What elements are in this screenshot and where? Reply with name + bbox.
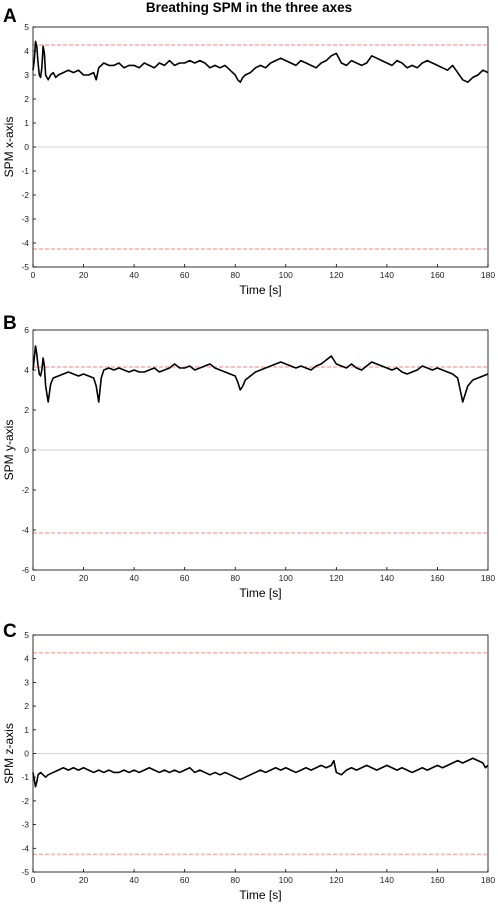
x-tick-label: 20 [79, 875, 89, 885]
x-axis-label: Time [s] [239, 586, 281, 600]
y-tick-label: 4 [24, 365, 29, 375]
y-tick-label: 2 [24, 701, 29, 711]
x-tick-label: 120 [329, 573, 343, 583]
y-ticks: 5 4 3 2 1 0 -1 -2 -3 -4 -5 [21, 630, 36, 877]
x-tick-label: 140 [380, 270, 394, 280]
x-tick-label: 160 [430, 875, 444, 885]
panel-a: A 5 4 3 2 1 0 -1 -2 -3 -4 -5 0 20 40 60 80 100 120 140 160… [2, 6, 495, 297]
x-tick-label: 0 [31, 875, 36, 885]
x-tick-label: 60 [180, 270, 190, 280]
y-tick-label: 1 [24, 118, 29, 128]
x-tick-label: 160 [430, 270, 444, 280]
y-tick-label: 5 [24, 22, 29, 32]
y-tick-label: -6 [21, 565, 29, 575]
y-tick-label: 6 [24, 325, 29, 335]
panel-letter: B [3, 313, 17, 334]
x-tick-label: 140 [380, 573, 394, 583]
series-group [32, 40, 489, 83]
x-tick-label: 120 [329, 875, 343, 885]
y-tick-label: -5 [21, 262, 29, 272]
x-tick-label: 100 [279, 573, 293, 583]
x-tick-label: 180 [481, 270, 495, 280]
x-tick-label: 40 [129, 270, 139, 280]
y-tick-label: -2 [21, 796, 29, 806]
y-tick-label: -4 [21, 525, 29, 535]
y-tick-label: -4 [21, 238, 29, 248]
x-ticks: 0 20 40 60 80 100 120 140 160 180 [31, 567, 495, 583]
threshold-lines [33, 44, 488, 250]
y-tick-label: 2 [24, 94, 29, 104]
x-tick-label: 160 [430, 573, 444, 583]
x-tick-label: 40 [129, 875, 139, 885]
y-tick-label: -3 [21, 214, 29, 224]
x-tick-label: 0 [31, 573, 36, 583]
y-tick-label: 0 [24, 142, 29, 152]
x-tick-label: 40 [129, 573, 139, 583]
x-axis-label: Time [s] [239, 888, 281, 902]
y-tick-label: -3 [21, 820, 29, 830]
y-ticks: 6 4 2 0 -2 -4 -6 [21, 325, 36, 575]
series-line [32, 40, 489, 83]
panel-c: C 5 4 3 2 1 0 -1 -2 -3 -4 -5 0 20 40 60 80 100 120 140 160… [2, 621, 495, 902]
series-group [32, 345, 489, 403]
y-tick-label: -5 [21, 867, 29, 877]
x-tick-label: 140 [380, 875, 394, 885]
y-axis-label: SPM x-axis [2, 117, 16, 178]
x-tick-label: 80 [230, 573, 240, 583]
x-axis-label: Time [s] [239, 283, 281, 297]
y-tick-label: 3 [24, 677, 29, 687]
y-axis-label: SPM z-axis [2, 723, 16, 784]
y-tick-label: 5 [24, 630, 29, 640]
x-tick-label: 20 [79, 573, 89, 583]
y-tick-label: -2 [21, 190, 29, 200]
y-tick-label: 0 [24, 749, 29, 759]
x-tick-label: 120 [329, 270, 343, 280]
y-tick-label: 1 [24, 725, 29, 735]
y-tick-label: -2 [21, 485, 29, 495]
series-line [32, 757, 489, 788]
y-tick-label: 3 [24, 70, 29, 80]
x-tick-label: 100 [279, 270, 293, 280]
y-tick-label: 4 [24, 46, 29, 56]
y-tick-label: 4 [24, 654, 29, 664]
y-tick-label: -4 [21, 843, 29, 853]
x-tick-label: 20 [79, 270, 89, 280]
x-ticks: 0 20 40 60 80 100 120 140 160 180 [31, 264, 495, 280]
figure-title: Breathing SPM in the three axes [146, 0, 352, 15]
x-tick-label: 60 [180, 573, 190, 583]
x-tick-label: 80 [230, 875, 240, 885]
y-axis-label: SPM y-axis [2, 420, 16, 481]
threshold-lines [33, 652, 488, 855]
x-tick-label: 100 [279, 875, 293, 885]
x-tick-label: 60 [180, 875, 190, 885]
threshold-lines [33, 366, 488, 534]
panel-letter: C [3, 621, 17, 642]
y-tick-label: 2 [24, 405, 29, 415]
x-tick-label: 180 [481, 875, 495, 885]
y-tick-label: 0 [24, 445, 29, 455]
y-ticks: 5 4 3 2 1 0 -1 -2 -3 -4 -5 [21, 22, 36, 272]
x-tick-label: 80 [230, 270, 240, 280]
series-group [32, 757, 489, 788]
series-line [32, 345, 489, 403]
panel-letter: A [3, 6, 17, 27]
y-tick-label: -1 [21, 772, 29, 782]
y-tick-label: -1 [21, 166, 29, 176]
x-ticks: 0 20 40 60 80 100 120 140 160 180 [31, 869, 495, 885]
x-tick-label: 180 [481, 573, 495, 583]
x-tick-label: 0 [31, 270, 36, 280]
